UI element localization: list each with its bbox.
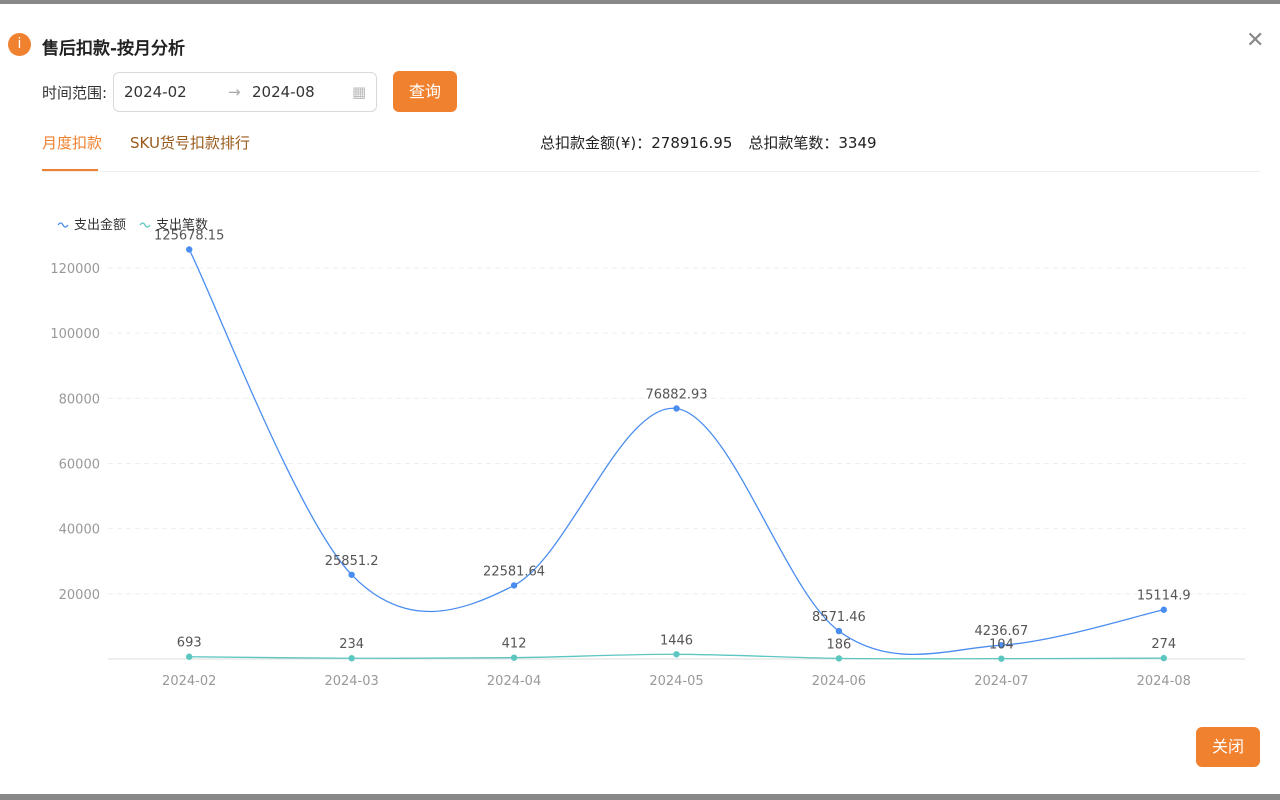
range-label: 时间范围:: [42, 84, 108, 102]
y-tick-label: 100000: [50, 327, 100, 342]
data-label: 412: [502, 637, 527, 652]
legend-label: 支出笔数: [156, 217, 208, 233]
chart: 20000 40000 60000 80000 100000 120000 2024-02 2…: [50, 217, 1245, 689]
tab[interactable]: 月度扣款: [42, 134, 103, 152]
data-label: 15114.9: [1137, 589, 1191, 604]
y-tick-label: 60000: [59, 457, 100, 472]
y-tick-label: 80000: [59, 392, 100, 407]
start-date[interactable]: 2024-02: [124, 83, 187, 101]
x-tick-label: 2024-08: [1137, 674, 1191, 689]
x-tick-label: 2024-04: [487, 674, 541, 689]
summary-value: 278916.95: [651, 134, 733, 152]
data-label: 693: [177, 636, 202, 651]
summary-label: 总扣款笔数：: [748, 134, 839, 152]
x-tick-label: 2024-07: [974, 674, 1028, 689]
data-point: [1160, 606, 1167, 613]
data-point: [510, 654, 518, 661]
end-date[interactable]: 2024-08: [252, 83, 315, 101]
data-point: [186, 653, 193, 660]
info-icon: i: [8, 33, 31, 56]
summary-label: 总扣款金额(¥)：: [540, 134, 652, 152]
summary-value: 3349: [838, 134, 877, 152]
x-tick-label: 2024-02: [162, 674, 216, 689]
data-point: [348, 655, 355, 662]
data-point: [835, 627, 843, 635]
data-point: [348, 571, 355, 578]
data-point: [510, 582, 518, 589]
calendar-icon: ▦: [352, 83, 367, 101]
arrow: →: [228, 83, 241, 101]
tab[interactable]: SKU货号扣款排行: [130, 134, 250, 152]
data-point: [835, 655, 843, 662]
x-tick-label: 2024-03: [324, 674, 378, 689]
data-label: 104: [989, 638, 1014, 653]
dialog-title: 售后扣款-按月分析: [42, 39, 186, 59]
data-label: 25851.2: [325, 554, 379, 569]
x-tick-label: 2024-05: [649, 674, 703, 689]
data-label: 1446: [660, 633, 693, 648]
y-tick-label: 40000: [59, 523, 100, 538]
divider: [42, 171, 1260, 172]
close-button[interactable]: 关闭: [1196, 727, 1260, 767]
data-point: [673, 405, 680, 412]
legend-label: 支出金额: [74, 217, 126, 233]
data-label: 22581.64: [483, 564, 545, 579]
close-icon[interactable]: ✕: [1246, 28, 1265, 53]
legend-icon: [139, 222, 151, 228]
data-label: 8571.46: [812, 610, 866, 625]
data-label: 234: [339, 637, 364, 652]
data-label: 186: [827, 637, 852, 652]
data-label: 76882.93: [645, 387, 707, 402]
data-label: 274: [1151, 637, 1176, 652]
data-point: [1160, 654, 1167, 662]
data-point: [673, 651, 680, 658]
backdrop-bar: [0, 794, 1280, 800]
summary: 总扣款金额(¥)：278916.95 总扣款笔数：3349: [540, 132, 877, 153]
query-button[interactable]: 查询: [393, 71, 457, 112]
data-label: 125678.15: [154, 228, 224, 243]
date-range-picker[interactable]: 2024-02 → 2024-08 ▦: [113, 72, 377, 112]
data-point: [998, 655, 1005, 662]
backdrop-bar: [0, 0, 1280, 4]
data-point: [186, 246, 193, 253]
tab-underline: [42, 169, 98, 171]
y-tick-label: 20000: [59, 588, 100, 603]
series-line: [188, 249, 1164, 655]
legend-icon: [57, 222, 69, 228]
y-tick-label: 120000: [50, 262, 100, 277]
data-label: 4236.67: [974, 624, 1028, 639]
x-tick-label: 2024-06: [812, 674, 866, 689]
data-point: [998, 641, 1005, 649]
